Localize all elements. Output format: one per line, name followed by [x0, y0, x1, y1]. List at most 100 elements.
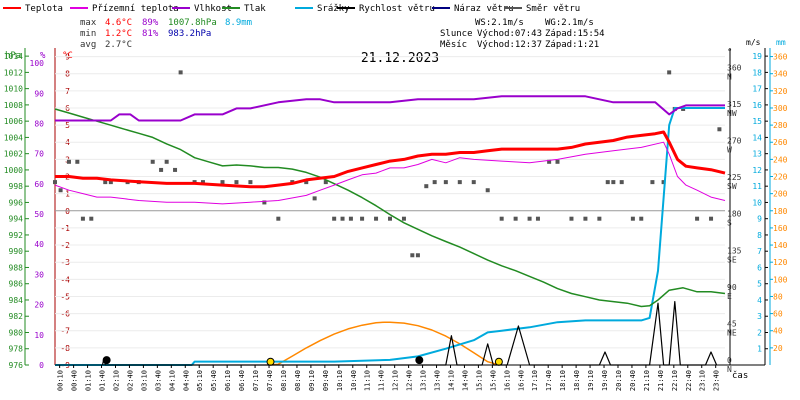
wind-tick-label: 8: [757, 231, 762, 240]
info-moonset: Západ:1:21: [545, 40, 599, 50]
dir-point: [605, 180, 610, 185]
dir-point: [471, 180, 476, 185]
press-tick-label: 978: [9, 345, 24, 354]
hum-tick-label: 30: [34, 270, 44, 279]
x-tick-label: 07:10: [252, 370, 260, 391]
info-sunset: Západ:15:54: [545, 29, 605, 39]
info-wg: WG:2.1m/s: [545, 18, 594, 28]
dir-point: [360, 216, 365, 221]
x-tick-label: 23:40: [713, 370, 721, 391]
wind-tick-label: 13: [752, 150, 762, 159]
press-tick-label: 1014: [4, 52, 23, 61]
x-tick-label: 11:40: [378, 370, 386, 391]
dir-tick-deg: 270: [727, 137, 742, 146]
dir-point: [555, 159, 560, 164]
dir-point: [695, 216, 700, 221]
x-tick-label: 06:10: [224, 370, 232, 391]
dir-point: [667, 70, 672, 75]
x-tick-label: 18:10: [559, 370, 567, 391]
dir-tick-deg: 45: [727, 319, 737, 328]
dir-point: [348, 216, 353, 221]
x-tick-label: 09:10: [308, 370, 316, 391]
dir-tick-name: S: [727, 219, 732, 228]
x-tick-label: 20:10: [615, 370, 623, 391]
dir-point: [410, 253, 415, 258]
dir-tick-deg: 315: [727, 100, 742, 109]
wind-tick-label: 17: [752, 85, 762, 94]
x-tick-label: 21:40: [657, 370, 665, 391]
dir-point: [150, 159, 155, 164]
press-tick-label: 990: [9, 247, 24, 256]
rain-tick-label: 340: [773, 70, 788, 79]
wind-tick-label: 19: [752, 52, 762, 61]
x-tick-label: 04:10: [168, 370, 176, 391]
legend-label-wind: Rychlost větru: [359, 4, 435, 14]
stat-max-temp: 4.6°C: [105, 18, 132, 28]
dir-point: [340, 216, 345, 221]
dir-point: [248, 180, 253, 185]
press-tick-label: 980: [9, 328, 24, 337]
hum-tick-label: 20: [34, 301, 44, 310]
x-tick-label: 10:40: [350, 370, 358, 391]
x-tick-label: 17:40: [545, 370, 553, 391]
dir-point: [304, 180, 309, 185]
temp-line: [55, 130, 726, 189]
stat-max-hum: 89%: [142, 18, 159, 28]
x-tick-label: 08:10: [280, 370, 288, 391]
press-line: [54, 108, 726, 308]
press-tick-label: 986: [9, 280, 24, 289]
info-sunrise: Východ:07:43: [477, 29, 542, 39]
rain-tick-label: 160: [773, 224, 788, 233]
dir-tick-deg: 135: [727, 246, 742, 255]
sun-marker: [494, 357, 503, 366]
dir-tick-deg: 360: [727, 63, 742, 72]
dir-point: [457, 180, 462, 185]
wind-tick-label: 2: [757, 328, 762, 337]
wind-tick-label: 5: [757, 280, 762, 289]
info-sun-label: Slunce: [440, 29, 473, 39]
dir-point: [53, 180, 57, 185]
dir-point: [401, 216, 406, 221]
x-tick-label: 23:10: [699, 370, 707, 391]
x-tick-label: 18:40: [573, 370, 581, 391]
rain-tick-label: 80: [773, 292, 783, 301]
plot-area: [53, 70, 726, 366]
wind-tick-label: 4: [757, 296, 762, 305]
wind-marker: [102, 356, 111, 365]
info-block: WS:2.1m/s WG:2.1m/s Slunce Východ:07:43 …: [440, 18, 605, 50]
wind-tick-label: 3: [757, 312, 762, 321]
dir-tick-deg: 0: [727, 356, 732, 365]
rain-tick-label: 100: [773, 275, 788, 284]
hum-tick-label: 50: [34, 210, 44, 219]
info-ws: WS:2.1m/s: [475, 18, 524, 28]
wind-tick-label: 15: [752, 117, 762, 126]
rain-line: [55, 107, 725, 366]
dir-point: [323, 180, 328, 185]
dir-tick-name: E: [727, 292, 732, 301]
stat-max-press: 1007.8hPa: [168, 18, 217, 28]
x-tick-label: 06:40: [238, 370, 246, 391]
rain-tick-label: 40: [773, 327, 783, 336]
x-tick-label: 14:10: [447, 370, 455, 391]
legend-label-hum: Vlhkost: [194, 4, 232, 14]
x-tick-label: 21:10: [643, 370, 651, 391]
x-tick-label: 01:40: [99, 370, 107, 391]
wind-tick-label: 9: [757, 215, 762, 224]
dir-point: [424, 184, 429, 189]
x-tick-label: 15:10: [475, 370, 483, 391]
legend-label-dir: Směr větru: [526, 4, 580, 14]
rain-tick-label: 60: [773, 310, 783, 319]
dir-tick-name: NW: [727, 109, 737, 118]
legend-label-press: Tlak: [244, 4, 266, 14]
dir-point: [164, 159, 169, 164]
dir-point: [75, 159, 80, 164]
stat-min-hum: 81%: [142, 29, 159, 39]
hum-tick-label: 40: [34, 240, 44, 249]
x-tick-label: 14:40: [461, 370, 469, 391]
press-tick-label: 1002: [4, 150, 23, 159]
x-tick-label: 01:10: [85, 370, 93, 391]
x-tick-label: 19:40: [601, 370, 609, 391]
press-tick-label: 1012: [4, 68, 23, 77]
press-axis-unit: hPa: [5, 51, 21, 61]
